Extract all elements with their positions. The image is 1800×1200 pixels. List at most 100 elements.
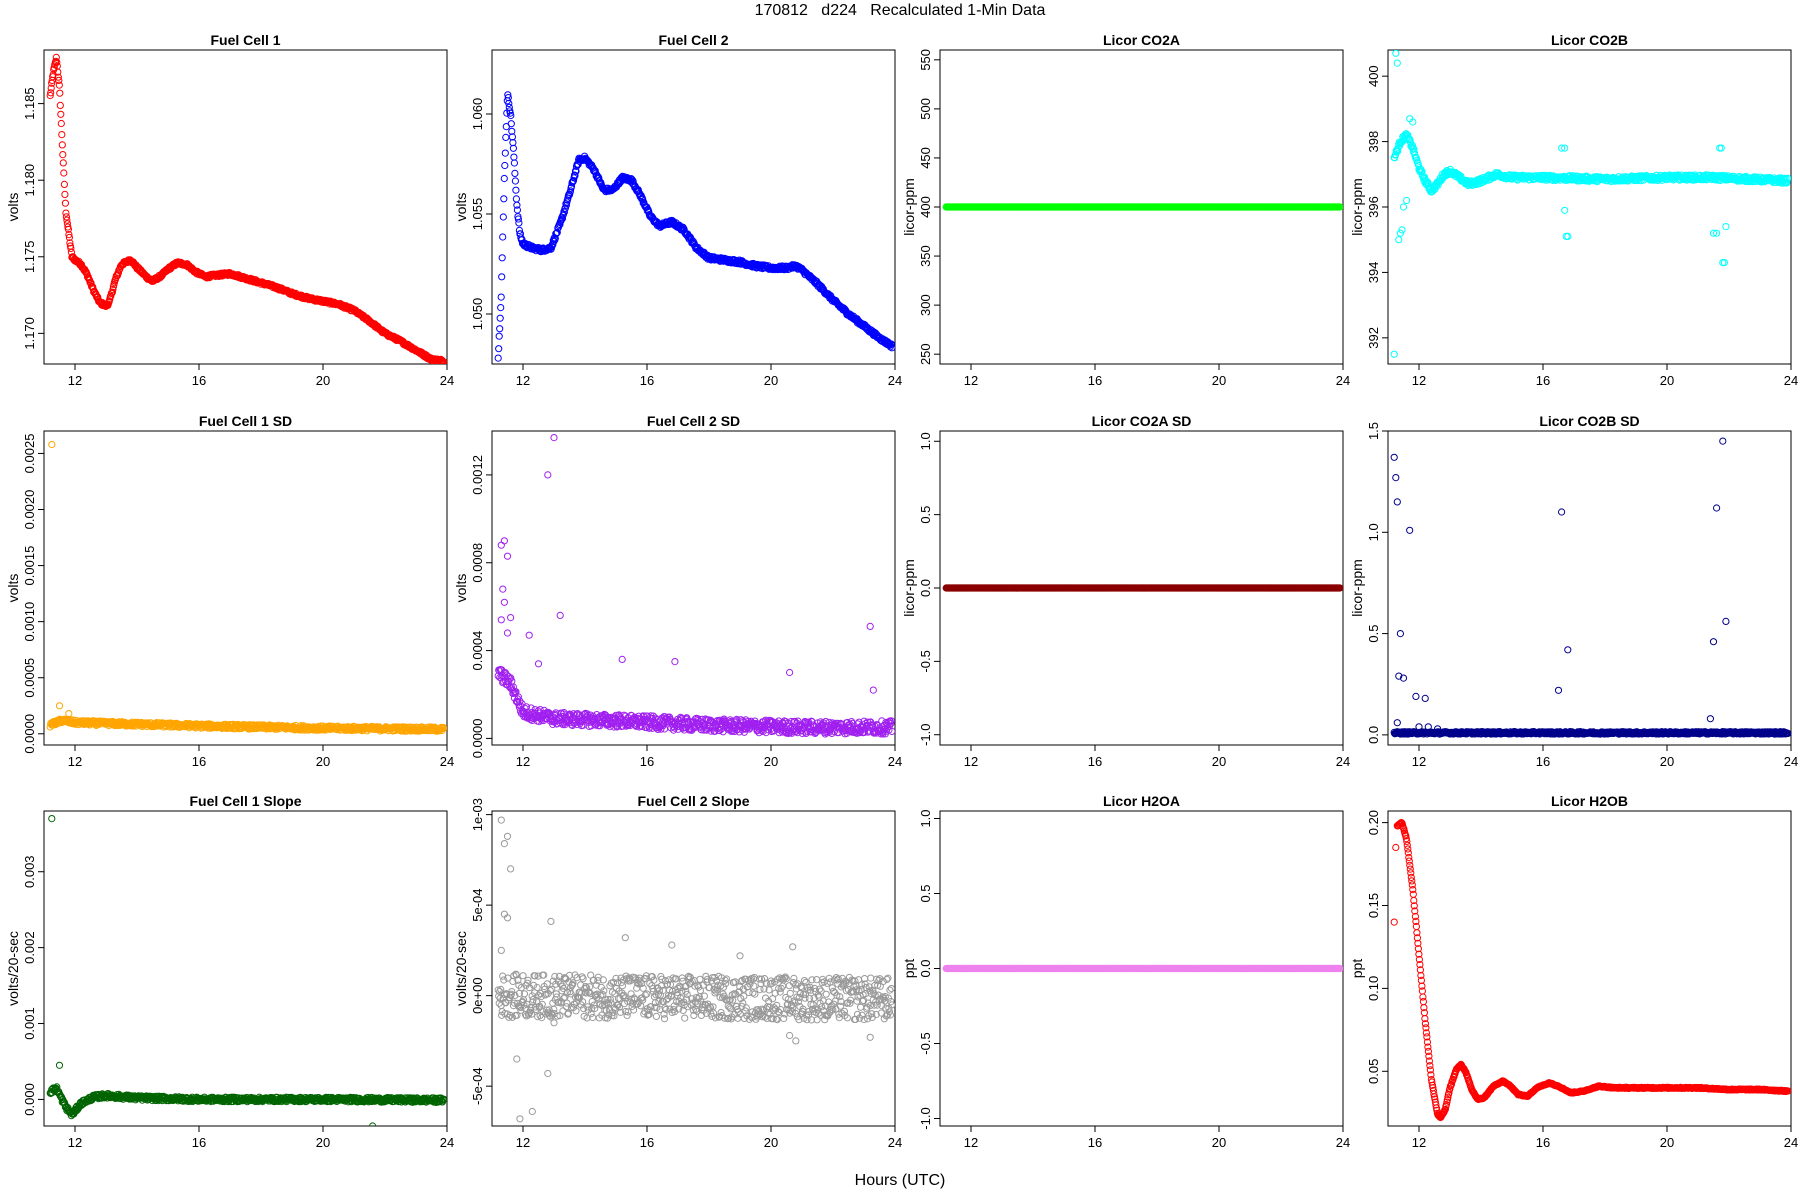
data-point xyxy=(1564,232,1572,240)
x-tick-label: 20 xyxy=(316,373,330,388)
panel-title: Fuel Cell 2 xyxy=(658,32,728,48)
data-point xyxy=(87,279,95,287)
series-points xyxy=(494,434,895,738)
data-point xyxy=(507,614,515,622)
data-point xyxy=(515,226,524,234)
y-tick-label: 1.170 xyxy=(22,317,37,350)
y-tick-label: 0.0015 xyxy=(22,546,37,586)
data-point xyxy=(56,101,64,110)
data-point xyxy=(61,199,70,207)
data-point xyxy=(1561,206,1569,214)
data-point xyxy=(887,340,895,348)
panel-title: Fuel Cell 2 SD xyxy=(647,413,740,429)
data-point xyxy=(1390,350,1398,358)
x-tick-label: 20 xyxy=(1660,373,1674,388)
y-tick-label: 0.0008 xyxy=(470,543,485,583)
y-tick-label: 394 xyxy=(1366,262,1381,284)
data-point xyxy=(505,99,513,108)
x-tick-label: 12 xyxy=(964,754,978,769)
x-tick-label: 24 xyxy=(440,373,454,388)
panel-1: Fuel Cell 112 16 20 241.1701.1751.1801.185v… xyxy=(5,32,454,388)
data-point xyxy=(500,598,508,606)
data-point xyxy=(1398,226,1406,234)
y-tick-label: 0.0000 xyxy=(470,719,485,759)
data-point xyxy=(534,660,543,668)
series-points xyxy=(942,203,1343,211)
data-point xyxy=(502,133,510,141)
data-point xyxy=(556,611,564,620)
data-point xyxy=(501,149,509,157)
data-point xyxy=(64,225,73,233)
data-point xyxy=(509,144,518,152)
data-point xyxy=(495,332,503,340)
data-point xyxy=(1392,50,1400,57)
y-tick-label: 450 xyxy=(918,147,933,169)
data-point xyxy=(538,716,546,725)
data-point xyxy=(440,358,447,364)
data-point xyxy=(512,186,520,194)
data-point xyxy=(498,273,506,281)
data-point xyxy=(65,710,73,718)
panel-title: Licor CO2A SD xyxy=(1092,413,1192,429)
data-point xyxy=(514,215,523,223)
data-point xyxy=(440,724,447,732)
y-axis-label: volts xyxy=(453,193,469,222)
x-tick-label: 20 xyxy=(316,754,330,769)
data-point xyxy=(1784,174,1791,182)
data-point xyxy=(888,344,895,352)
y-axis-label: licor-ppm xyxy=(901,178,917,236)
data-point xyxy=(55,76,63,85)
data-point xyxy=(508,127,516,135)
data-point xyxy=(618,655,626,664)
x-tick-label: 24 xyxy=(1336,754,1350,769)
data-point xyxy=(52,57,60,65)
series-points xyxy=(46,53,447,364)
data-point xyxy=(553,228,561,236)
panel-title: Fuel Cell 1 SD xyxy=(199,413,292,429)
data-point xyxy=(591,167,599,175)
data-point xyxy=(522,703,531,711)
data-point xyxy=(1561,144,1569,152)
data-point xyxy=(47,89,55,97)
y-axis-label: volts xyxy=(5,574,21,603)
y-tick-label: 400 xyxy=(918,196,933,218)
y-tick-label: 1.175 xyxy=(22,241,37,274)
series-points xyxy=(494,91,895,362)
data-point xyxy=(53,58,61,66)
data-point xyxy=(109,285,117,294)
x-tick-label: 16 xyxy=(1088,754,1102,769)
y-tick-label: 0.0005 xyxy=(22,658,37,698)
data-point xyxy=(62,213,71,221)
x-tick-label: 16 xyxy=(640,373,654,388)
x-tick-label: 12 xyxy=(964,373,978,388)
panel-title: Licor CO2A xyxy=(1103,32,1180,48)
data-point xyxy=(58,141,66,149)
data-point xyxy=(1783,179,1791,187)
x-tick-label: 20 xyxy=(764,373,778,388)
data-point xyxy=(59,151,67,159)
data-point xyxy=(499,213,507,221)
data-point xyxy=(507,111,515,120)
data-point xyxy=(560,208,569,216)
data-point xyxy=(65,233,74,242)
data-point xyxy=(497,293,505,301)
data-point xyxy=(500,195,508,203)
data-point xyxy=(497,541,505,549)
y-tick-label: -1.0 xyxy=(918,724,933,746)
y-tick-label: 300 xyxy=(918,294,933,316)
data-point xyxy=(57,119,65,128)
y-tick-label: 396 xyxy=(1366,196,1381,218)
x-tick-label: 20 xyxy=(764,754,778,769)
data-point xyxy=(1717,144,1725,152)
data-point xyxy=(550,434,558,442)
data-point xyxy=(55,81,63,89)
y-tick-label: 0.0020 xyxy=(22,490,37,530)
y-tick-label: 550 xyxy=(918,49,933,71)
page-title: 170812 d224 Recalculated 1-Min Data xyxy=(754,2,1046,19)
data-point xyxy=(1709,229,1718,237)
data-point xyxy=(639,195,647,203)
data-point xyxy=(62,209,70,217)
data-point xyxy=(47,84,55,92)
x-tick-label: 12 xyxy=(68,754,82,769)
